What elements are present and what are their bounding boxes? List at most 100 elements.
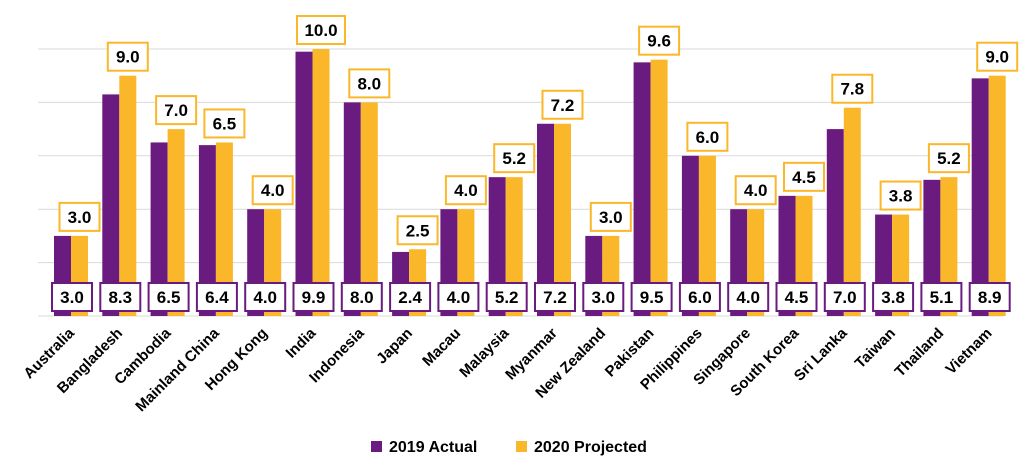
category-label-vietnam: Vietnam [942,325,995,378]
bar-2020-indonesia [360,102,378,317]
data-label-2020-pakistan: 9.6 [647,32,671,51]
bar-2019-malaysia [488,177,506,316]
bar-2020-india [312,49,330,316]
data-label-box-2020-singapore [734,175,777,206]
data-label-box-2020-macau [444,175,487,206]
data-label-box-2020-bangladesh [106,41,149,72]
legend-label-2020-projected: 2020 Projected [534,439,647,456]
data-label-2019-indonesia: 8.0 [350,288,374,307]
data-label-2019-sri-lanka: 7.0 [833,288,857,307]
data-label-2020-australia: 3.0 [68,208,92,227]
data-label-2019-australia: 3.0 [60,288,84,307]
data-label-box-2019-new-zealand [582,282,625,312]
data-label-box-2020-vietnam [976,41,1019,72]
data-label-2019-thailand: 5.1 [930,288,954,307]
data-label-2019-south-korea: 4.5 [785,288,809,307]
data-label-box-2020-taiwan [879,180,922,211]
data-label-box-2019-sri-lanka [823,282,866,312]
data-label-box-2020-new-zealand [589,201,632,232]
data-label-box-2019-singapore [727,282,770,312]
data-label-2019-cambodia: 6.5 [157,288,181,307]
bar-2020-philippines [698,155,716,316]
data-label-box-2019-pakistan [630,282,673,312]
bar-2020-thailand [940,177,958,316]
data-label-2020-malaysia: 5.2 [502,149,526,168]
legend-label-2019-actual: 2019 Actual [389,439,477,456]
legend: 2019 Actual 2020 Projected [371,439,647,456]
bar-2019-sri-lanka [826,129,844,316]
data-label-box-2020-hong-kong [251,175,294,206]
data-label-2019-hong-kong: 4.0 [253,288,277,307]
data-label-box-2019-south-korea [775,282,818,312]
data-label-2020-philippines: 6.0 [696,128,720,147]
category-label-india: India [283,324,320,361]
data-label-2019-japan: 2.4 [398,288,422,307]
data-label-box-2019-cambodia [147,282,190,312]
data-label-box-2019-australia [51,282,93,312]
data-label-box-2019-thailand [920,282,963,312]
data-label-2019-india: 9.9 [302,288,326,307]
data-label-2019-myanmar: 7.2 [543,288,567,307]
bar-2020-mainland-china [215,142,233,316]
category-label-sri-lanka: Sri Lanka [791,324,851,384]
data-label-box-2020-australia [58,201,101,232]
data-label-box-2019-vietnam [968,282,1011,312]
data-label-box-2020-malaysia [493,143,536,174]
data-label-2020-cambodia: 7.0 [164,101,188,120]
data-label-box-2020-thailand [927,143,970,174]
data-label-box-2019-bangladesh [99,282,142,312]
category-label-mainland-china: Mainland China [132,324,223,415]
data-label-box-2020-japan [396,215,439,246]
data-label-box-2019-philippines [678,282,721,312]
bar-2020-myanmar [554,123,571,316]
data-label-box-2020-indonesia [348,68,391,99]
data-label-2020-japan: 2.5 [406,221,430,240]
data-label-2020-taiwan: 3.8 [889,187,913,206]
bar-2019-thailand [923,179,941,316]
data-label-2019-vietnam: 8.9 [978,288,1002,307]
data-label-box-2020-sri-lanka [831,73,874,104]
data-label-2020-south-korea: 4.5 [792,168,816,187]
data-label-box-2020-philippines [686,121,729,152]
data-label-box-2020-cambodia [155,95,198,126]
bar-2020-malaysia [505,177,523,316]
bar-2019-pakistan [633,62,651,316]
legend-swatch-2020-projected [516,441,527,452]
bar-2020-vietnam [988,75,1006,316]
data-label-2020-hong-kong: 4.0 [261,181,285,200]
category-label-thailand: Thailand [892,325,948,381]
bar-2020-sri-lanka [843,107,861,317]
category-label-macau: Macau [419,325,464,370]
data-label-2020-macau: 4.0 [454,181,478,200]
bars-layer [54,49,1006,317]
bar-2019-vietnam [971,78,989,317]
data-label-box-2019-myanmar [534,282,576,312]
data-label-2020-new-zealand: 3.0 [599,208,623,227]
category-label-japan: Japan [373,325,416,368]
category-label-taiwan: Taiwan [852,325,899,372]
legend-swatch-2019-actual [371,441,382,452]
data-label-2020-sri-lanka: 7.8 [840,80,864,99]
data-label-2020-india: 10.0 [304,21,337,40]
data-label-box-2019-hong-kong [244,282,287,312]
data-label-2020-mainland-china: 6.5 [213,114,237,133]
data-label-2020-singapore: 4.0 [744,181,768,200]
data-label-box-2019-india [292,282,335,312]
data-label-2020-myanmar: 7.2 [551,96,575,115]
data-label-box-2019-indonesia [340,282,383,312]
data-label-box-2020-south-korea [783,161,825,192]
data-label-2019-bangladesh: 8.3 [108,288,132,307]
data-label-2019-philippines: 6.0 [688,288,712,307]
bar-2020-pakistan [650,59,668,317]
data-label-box-2019-macau [437,282,480,312]
data-label-box-2019-malaysia [485,282,528,312]
data-label-2019-mainland-china: 6.4 [205,288,229,307]
data-label-2019-macau: 4.0 [447,288,471,307]
bar-2019-bangladesh [102,94,120,316]
data-label-2020-vietnam: 9.0 [985,48,1009,67]
data-label-box-2020-mainland-china [203,108,246,139]
bar-2019-philippines [681,155,699,316]
